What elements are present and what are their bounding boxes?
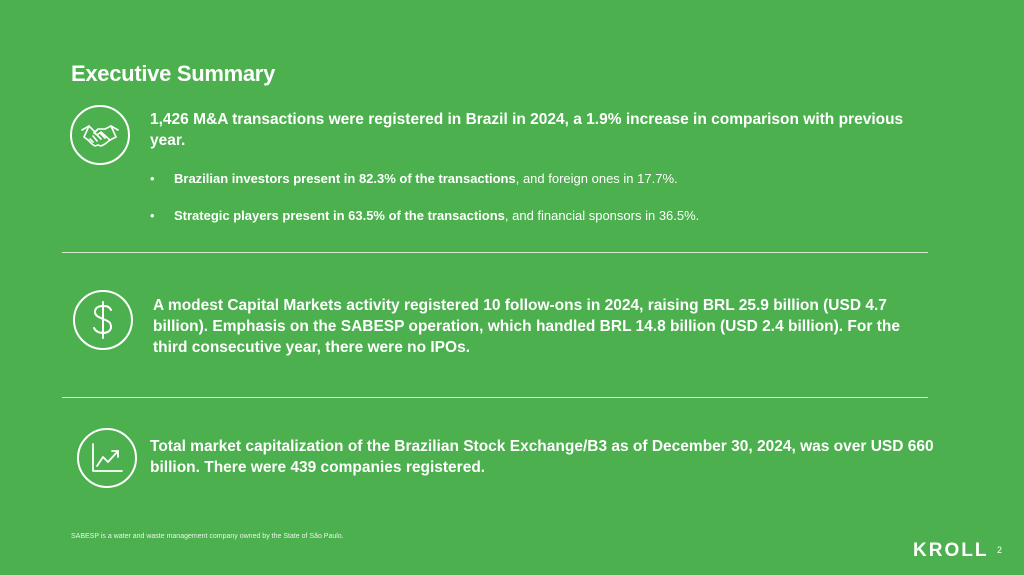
bullet-text: , and financial sponsors in 36.5%. bbox=[504, 208, 700, 223]
page-title: Executive Summary bbox=[71, 61, 276, 86]
page-number: 2 bbox=[997, 545, 1003, 555]
list-item: • Brazilian investors present in 82.3% o… bbox=[150, 171, 678, 186]
section-divider bbox=[62, 397, 928, 398]
handshake-icon bbox=[70, 105, 130, 165]
ma-headline: 1,426 M&A transactions were registered i… bbox=[150, 111, 904, 149]
bullet-text: , and foreign ones in 17.7%. bbox=[515, 171, 678, 186]
growth-chart-icon bbox=[77, 428, 137, 488]
section-divider bbox=[62, 252, 928, 253]
kroll-logo: KROLL bbox=[913, 540, 989, 561]
bullet-bold-text: Brazilian investors present in 82.3% of … bbox=[174, 171, 516, 186]
list-item: • Strategic players present in 63.5% of … bbox=[150, 208, 700, 223]
market-cap-headline: Total market capitalization of the Brazi… bbox=[150, 438, 934, 476]
dollar-icon bbox=[73, 290, 133, 350]
capital-markets-headline: A modest Capital Markets activity regist… bbox=[153, 297, 900, 356]
bullet-bold-text: Strategic players present in 63.5% of th… bbox=[174, 208, 505, 223]
ma-bullet-list: • Brazilian investors present in 82.3% o… bbox=[150, 170, 699, 244]
footnote: SABESP is a water and waste management c… bbox=[71, 533, 344, 540]
